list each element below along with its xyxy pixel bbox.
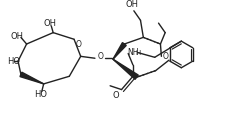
- Text: HO: HO: [8, 57, 21, 66]
- Text: NH: NH: [127, 48, 139, 57]
- Text: O: O: [112, 91, 119, 100]
- Polygon shape: [20, 72, 44, 84]
- Text: OH: OH: [126, 0, 138, 9]
- Text: OH: OH: [11, 32, 24, 41]
- Polygon shape: [113, 43, 126, 59]
- Polygon shape: [113, 59, 138, 79]
- Text: O: O: [76, 40, 82, 50]
- Text: H: H: [136, 50, 141, 56]
- Text: O: O: [98, 52, 104, 61]
- Text: OH: OH: [44, 19, 57, 28]
- Text: O: O: [162, 52, 168, 61]
- Text: HO: HO: [34, 90, 47, 99]
